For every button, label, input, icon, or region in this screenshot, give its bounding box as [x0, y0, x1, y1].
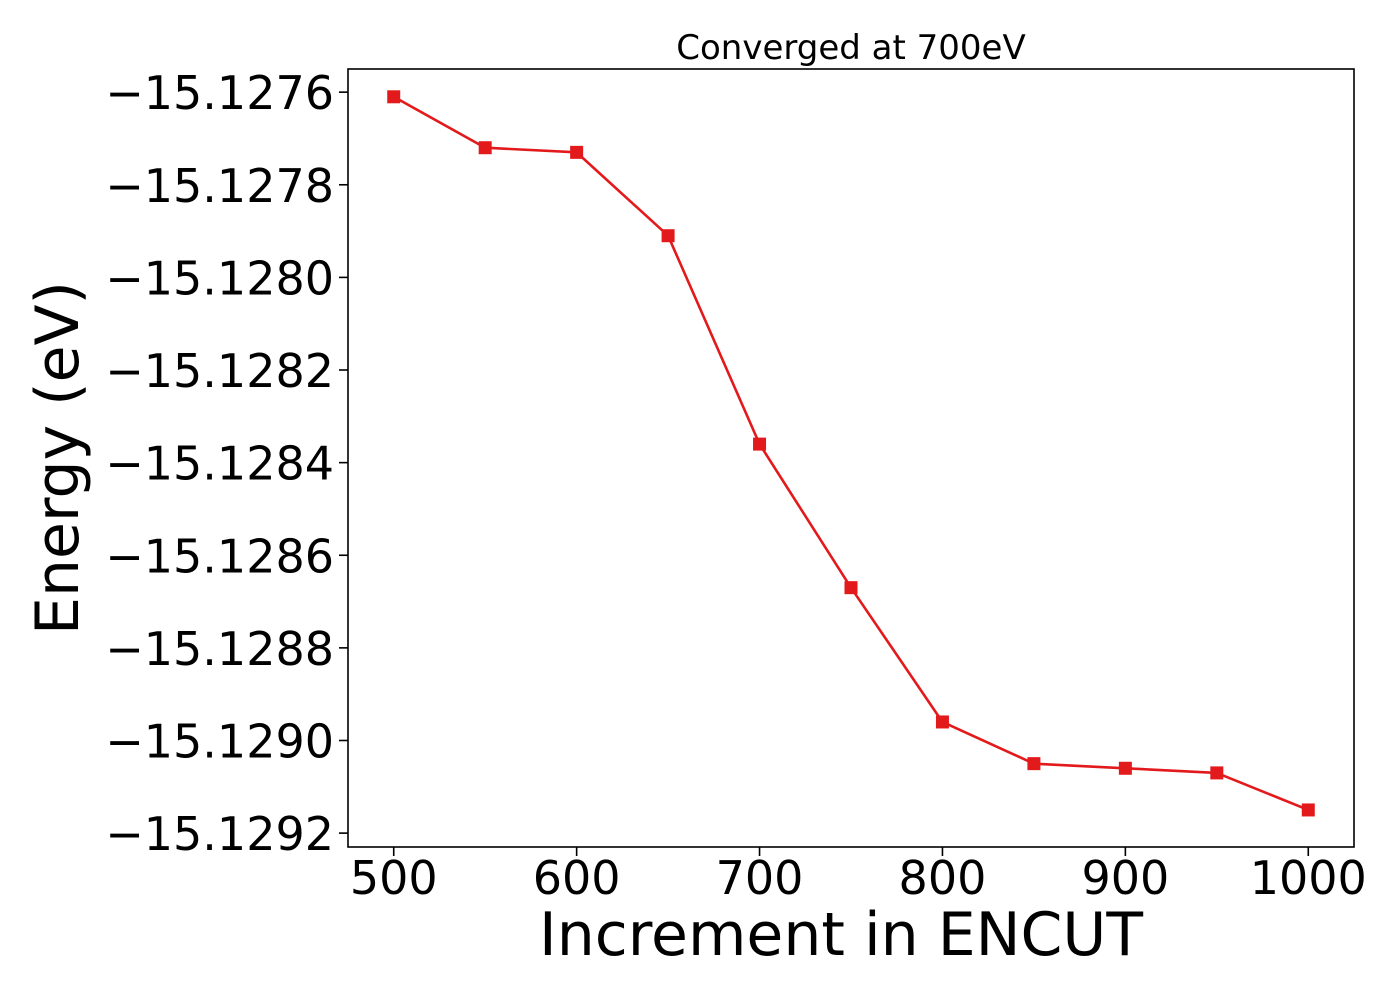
x-tick-label: 600: [533, 851, 621, 905]
y-tick-label: −15.1292: [105, 807, 334, 861]
data-point: [1118, 761, 1132, 775]
y-axis-label: Energy (eV): [23, 281, 93, 635]
x-tick-label: 500: [350, 851, 438, 905]
x-tick-label: 800: [899, 851, 987, 905]
plot-area: 500 600 700 800 900 1000 −15.1276 −15.1278 −15.1…: [105, 66, 1367, 905]
data-point: [478, 141, 492, 155]
data-point: [844, 581, 858, 595]
data-point: [570, 145, 584, 159]
data-point: [935, 715, 949, 729]
data-point: [661, 229, 675, 243]
data-point: [1027, 757, 1041, 771]
data-point: [387, 90, 401, 104]
y-tick-label: −15.1282: [105, 344, 334, 398]
data-point: [1301, 803, 1315, 817]
x-tick-label: 900: [1081, 851, 1169, 905]
y-tick-label: −15.1284: [105, 437, 334, 491]
x-tick-label: 1000: [1250, 851, 1367, 905]
data-point: [1210, 766, 1224, 780]
y-tick-label: −15.1280: [105, 251, 334, 305]
plot-frame: [347, 68, 1355, 848]
y-tick-label: −15.1278: [105, 159, 334, 213]
y-tick-label: −15.1286: [105, 529, 334, 583]
chart-title: Converged at 700eV: [676, 28, 1025, 68]
data-point: [753, 437, 767, 451]
y-tick-label: −15.1290: [105, 714, 334, 768]
x-tick-label: 700: [716, 851, 804, 905]
y-tick-label: −15.1288: [105, 622, 334, 676]
y-tick-label: −15.1276: [105, 66, 334, 120]
series-line: [393, 95, 1309, 812]
x-axis-label: Increment in ENCUT: [539, 900, 1143, 970]
